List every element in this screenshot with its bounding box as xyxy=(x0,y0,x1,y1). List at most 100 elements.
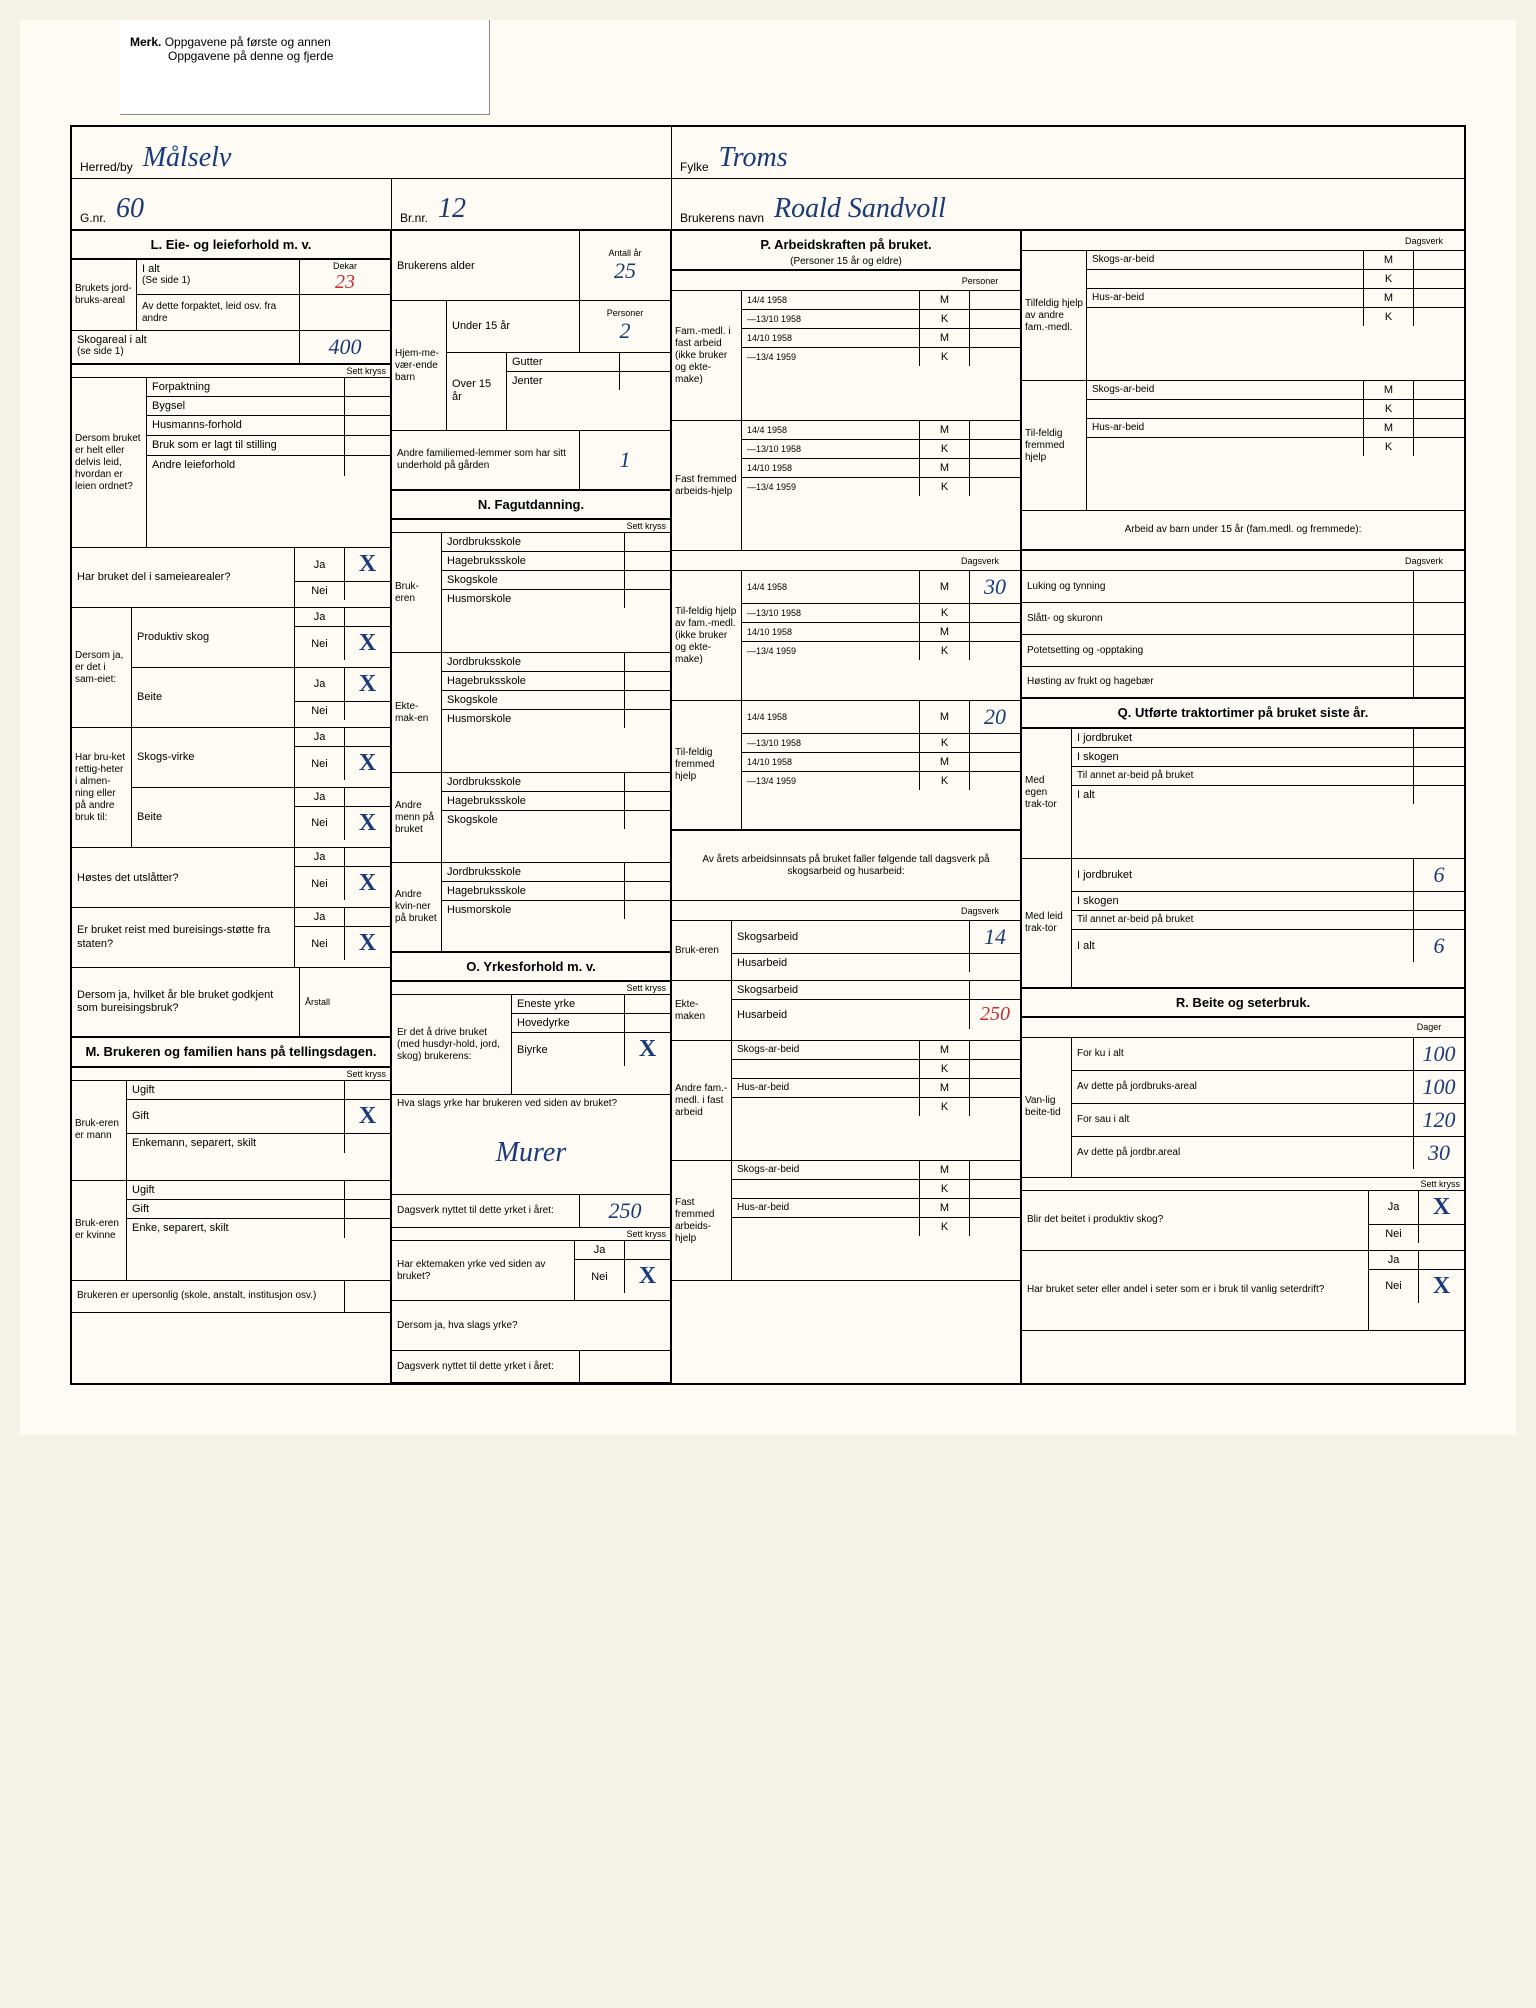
andre-fam-row: Andre familiemed-lemmer som har sitt und… xyxy=(392,431,670,491)
fm2k: K xyxy=(920,348,970,366)
o-er-det-row: Er det å drive bruket (med husdyr-hold, … xyxy=(392,995,670,1095)
ne-husm-c xyxy=(625,710,670,728)
prod-skog: Produktiv skog xyxy=(132,608,295,667)
personer-lbl: Personer xyxy=(607,308,644,318)
pff-hmv xyxy=(970,1199,1020,1217)
ne-hage: Hagebruksskole xyxy=(442,672,625,690)
sv-ja-check xyxy=(345,728,390,746)
av-dette-j2-v: 30 xyxy=(1414,1137,1464,1169)
potet: Potetsetting og -opptaking xyxy=(1022,635,1414,666)
arstall-label: Årstall xyxy=(305,997,330,1007)
p-dagsverk-lbl2: Dagsverk xyxy=(940,901,1020,920)
ebr-nei: Nei xyxy=(295,927,345,960)
hosting: Høsting av frukt og hagebær xyxy=(1022,667,1414,697)
af-val-cell: 1 xyxy=(580,431,670,489)
ne-jord: Jordbruksskole xyxy=(442,653,625,671)
he-nei: Nei xyxy=(575,1260,625,1293)
ps-ja: Ja xyxy=(295,608,345,626)
ebr-ja-check xyxy=(345,908,390,926)
c4tf-hk: K xyxy=(1364,438,1414,456)
top-tab: Merk. Oppgavene på første og annen Oppga… xyxy=(120,20,490,115)
ebr-ja: Ja xyxy=(295,908,345,926)
v30: 30 xyxy=(984,574,1006,600)
b2-ja-check xyxy=(345,788,390,806)
hbd-nei-check xyxy=(345,582,390,600)
tfr2mv xyxy=(970,753,1020,771)
dn2-val xyxy=(580,1351,670,1382)
av-arets: Av årets arbeidsinnsats på bruket faller… xyxy=(672,831,1020,900)
pff-sk: K xyxy=(920,1180,970,1198)
c4ta-sk: K xyxy=(1364,270,1414,288)
c4ta-hm: M xyxy=(1364,289,1414,307)
p-fastfremmed-row: Fast fremmed arbeids-hjelp 14/4 1958M —1… xyxy=(672,421,1020,551)
nb-husm-c xyxy=(625,590,670,608)
nam-jord: Jordbruksskole xyxy=(442,773,625,791)
merk-line1: Oppgavene på første og annen xyxy=(165,35,331,49)
nb-hage-c xyxy=(625,552,670,570)
bd-ja-c: X xyxy=(1419,1191,1464,1224)
fm2m: M xyxy=(920,329,970,347)
col-4: Dagsverk Tilfeldig hjelp av andre fam.-m… xyxy=(1022,231,1464,1383)
ql-annet: Til annet ar-beid på bruket xyxy=(1072,911,1414,929)
gift-m: Gift xyxy=(127,1100,345,1133)
ps-nei-x: X xyxy=(359,630,376,657)
c4tf-hkv xyxy=(1414,438,1464,456)
p-title: P. Arbeidskraften på bruket. xyxy=(760,237,931,252)
fm2mv xyxy=(970,329,1020,347)
p-tilfr-row: Til-feldig fremmed hjelp 14/4 1958M20 —1… xyxy=(672,701,1020,831)
d1c: 14/4 1958 xyxy=(747,583,787,592)
skogareal-val-cell: 400 xyxy=(300,331,390,363)
fm1mv xyxy=(970,291,1020,309)
for-ku: For ku i alt xyxy=(1072,1038,1414,1070)
tfr2k: K xyxy=(920,772,970,790)
av-dette-j-v: 100 xyxy=(1414,1071,1464,1103)
c4tf-hm: M xyxy=(1364,419,1414,437)
p-tilfam-row: Til-feldig hjelp av fam.-medl. (ikke bru… xyxy=(672,571,1020,701)
bruk-som-er: Bruk som er lagt til stilling xyxy=(147,436,345,455)
av-dette-j: Av dette på jordbruks-areal xyxy=(1072,1071,1414,1103)
fm1m: M xyxy=(920,291,970,309)
he-ja: Ja xyxy=(575,1241,625,1259)
upersonlig-check xyxy=(345,1281,390,1312)
tfr1mv: 20 xyxy=(970,701,1020,733)
d3b: 14/10 1958 xyxy=(747,464,792,473)
bek-label: Bruk-eren er kvinne xyxy=(72,1181,127,1280)
nak-husm: Husmorskole xyxy=(442,901,625,919)
brnr-value: 12 xyxy=(438,193,466,225)
potet-row: Potetsetting og -opptaking xyxy=(1022,635,1464,667)
er-bruket-reist-row: Er bruket reist med bureisings-støtte fr… xyxy=(72,908,390,968)
nam-hage: Hagebruksskole xyxy=(442,792,625,810)
section-r-header: R. Beite og seterbruk. xyxy=(1022,989,1464,1018)
pe-skog-v xyxy=(970,981,1020,999)
p-personer-lbl: Personer xyxy=(940,271,1020,290)
paf-hk: K xyxy=(920,1098,970,1116)
ugift-k: Ugift xyxy=(127,1181,345,1199)
nam-jord-c xyxy=(625,773,670,791)
sett-kryss-r: Sett kryss xyxy=(1022,1178,1464,1191)
p-tfr-label: Til-feldig fremmed hjelp xyxy=(672,701,742,829)
nb-skog-c xyxy=(625,571,670,589)
under15: Under 15 år xyxy=(447,301,580,352)
nb-skog: Skogskole xyxy=(442,571,625,589)
gutter-val xyxy=(620,353,670,371)
fylke-value: Troms xyxy=(719,142,788,174)
hostes-row: Høstes det utslåtter? Ja NeiX xyxy=(72,848,390,908)
c4tf-sm: M xyxy=(1364,381,1414,399)
ff2mv xyxy=(970,459,1020,477)
dersom-ja-sameiet-row: Dersom ja, er det i sam-eiet: Produktiv … xyxy=(72,608,390,728)
pff-hkv xyxy=(970,1218,1020,1236)
eda-label: Er det å drive bruket (med husdyr-hold, … xyxy=(392,995,512,1094)
p-fm-label: Fam.-medl. i fast arbeid (ikke bruker og… xyxy=(672,291,742,420)
beite: Beite xyxy=(132,668,295,728)
c4tf-h: Hus-ar-beid xyxy=(1087,419,1364,437)
fylke-label: Fylke xyxy=(680,160,709,174)
dersom-bruket-row: Dersom bruket er helt eller delvis leid,… xyxy=(72,378,390,548)
luking-row: Luking og tynning xyxy=(1022,571,1464,603)
qe-ialt-v xyxy=(1414,786,1464,804)
brnr-cell: Br.nr. 12 xyxy=(392,179,672,229)
se-side-1: (Se side 1) xyxy=(142,275,190,286)
hsy-label: Hva slags yrke har brukeren ved siden av… xyxy=(392,1095,670,1112)
c4-tilf-andre-row: Tilfeldig hjelp av andre fam.-medl. Skog… xyxy=(1022,251,1464,381)
paf-hmv xyxy=(970,1079,1020,1097)
ba-val-cell: Antall år 25 xyxy=(580,231,670,300)
